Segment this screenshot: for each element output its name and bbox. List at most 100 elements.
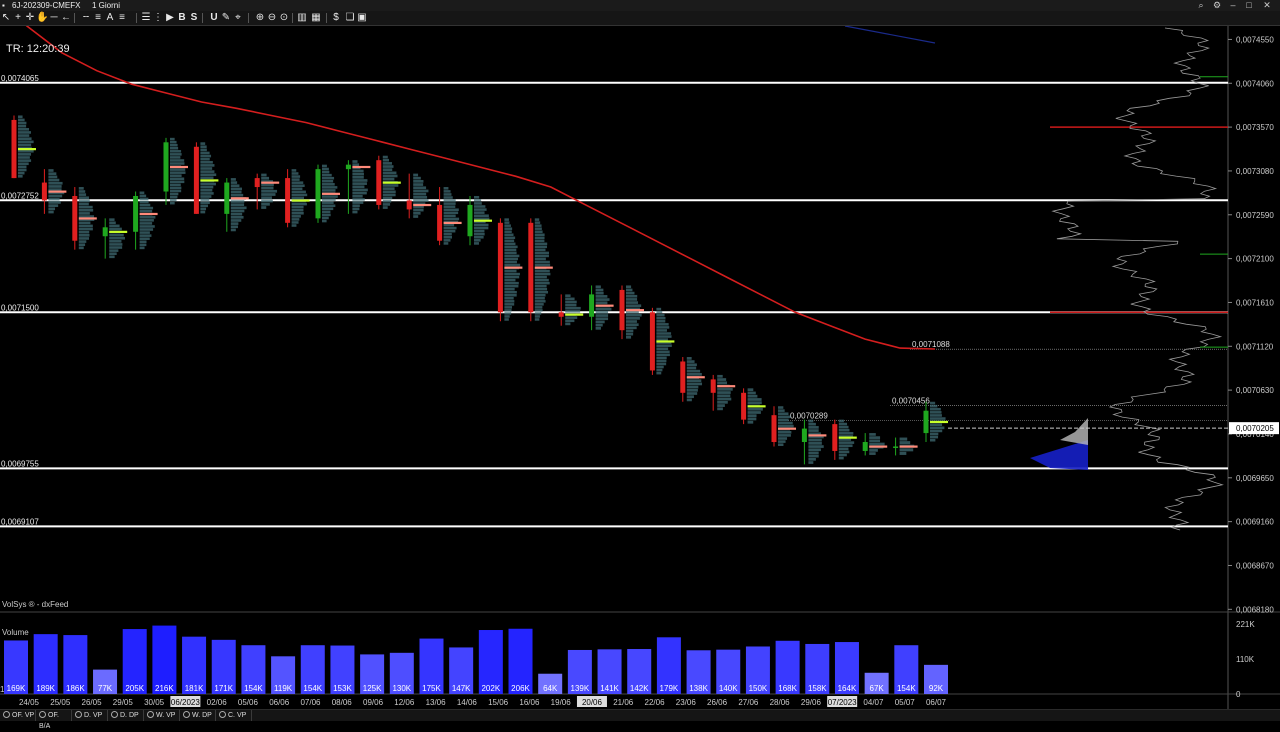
candle-body[interactable] xyxy=(771,415,777,443)
crosshair-icon[interactable]: + xyxy=(15,12,21,23)
bottom-tab-w-vp[interactable]: W. VP xyxy=(144,710,180,721)
bar-chart-icon[interactable]: ▥ xyxy=(297,12,307,23)
candle-body[interactable] xyxy=(923,410,929,434)
volume-bar[interactable] xyxy=(627,649,652,694)
line-icon[interactable]: ─ xyxy=(50,12,58,23)
bottom-tab-d-vp[interactable]: D. VP xyxy=(72,710,108,721)
channel-icon[interactable]: ☰ xyxy=(141,12,151,23)
script-icon[interactable]: ❏ xyxy=(345,12,355,23)
fib-icon[interactable]: ⋮ xyxy=(153,12,163,23)
volume-bar[interactable] xyxy=(63,635,88,694)
arrow-line-icon[interactable]: ← xyxy=(61,12,71,23)
search-icon[interactable]: ⌕ xyxy=(1198,0,1204,10)
candle-body[interactable] xyxy=(801,428,807,443)
timeframe-label[interactable]: 1 Giorni xyxy=(92,1,121,10)
volume-bar[interactable] xyxy=(271,656,296,694)
candle-body[interactable] xyxy=(862,442,868,451)
cursor-icon[interactable]: ↖ xyxy=(1,12,11,23)
candle-body[interactable] xyxy=(72,195,78,241)
candle-body[interactable] xyxy=(193,146,199,214)
candle-body[interactable] xyxy=(589,294,595,317)
candle-body[interactable] xyxy=(832,424,838,451)
candle-body[interactable] xyxy=(528,222,534,313)
candle-body[interactable] xyxy=(619,289,625,331)
candle-body[interactable] xyxy=(467,204,473,237)
candle-body[interactable] xyxy=(41,182,47,201)
candle-body[interactable] xyxy=(376,160,382,205)
candle-body[interactable] xyxy=(163,142,169,192)
candle-body[interactable] xyxy=(285,178,291,223)
candle-body[interactable] xyxy=(649,312,655,371)
volume-bar[interactable] xyxy=(745,646,770,694)
volume-bar[interactable] xyxy=(656,637,681,694)
bottom-tab-c-vp[interactable]: C. VP xyxy=(216,710,252,721)
volume-bar[interactable] xyxy=(805,643,830,694)
calendar-icon[interactable]: ▣ xyxy=(357,12,367,23)
text-icon[interactable]: A xyxy=(106,12,114,23)
candle-body[interactable] xyxy=(224,182,230,214)
volume-bar[interactable] xyxy=(686,650,711,694)
volume-bar[interactable] xyxy=(93,669,118,694)
volume-bar[interactable] xyxy=(567,649,592,694)
zoom-out-icon[interactable]: ⊖ xyxy=(267,12,277,23)
bold-s-icon[interactable]: S xyxy=(190,12,198,23)
draw-icon[interactable]: ⌖ xyxy=(235,12,241,23)
candle-body[interactable] xyxy=(133,195,139,232)
play-icon[interactable]: ▶ xyxy=(166,12,174,23)
volume-bar[interactable] xyxy=(834,642,859,694)
volume-bar[interactable] xyxy=(478,630,503,694)
symbol-label[interactable]: 6J-202309-CMEFX xyxy=(12,1,81,10)
volume-bar[interactable] xyxy=(597,649,622,694)
candle-body[interactable] xyxy=(497,222,503,313)
zoom-icon[interactable]: ⊙ xyxy=(279,12,289,23)
volume-bar[interactable] xyxy=(152,625,177,694)
brush-icon[interactable]: ✎ xyxy=(221,12,231,23)
bottom-tab-w-dp[interactable]: W. DP xyxy=(180,710,216,721)
candle-body[interactable] xyxy=(710,379,716,393)
volume-bar[interactable] xyxy=(924,664,948,694)
volume-bar[interactable] xyxy=(33,634,58,694)
volume-bar[interactable] xyxy=(538,673,563,694)
equal-lines-icon[interactable]: ≡ xyxy=(119,12,125,23)
volume-bar[interactable] xyxy=(508,628,533,694)
volume-bar[interactable] xyxy=(864,672,889,694)
magnet-icon[interactable]: U xyxy=(210,12,218,23)
candle-body[interactable] xyxy=(741,392,747,420)
volume-bar[interactable] xyxy=(389,652,414,694)
candle-body[interactable] xyxy=(315,169,321,219)
volume-bar[interactable] xyxy=(300,645,325,694)
volume-bar[interactable] xyxy=(449,647,474,694)
candle-body[interactable] xyxy=(558,312,564,317)
dollar-icon[interactable]: $ xyxy=(333,12,339,23)
volume-bar[interactable] xyxy=(241,645,266,694)
bold-b-icon[interactable]: B xyxy=(178,12,186,23)
bottom-tab-d-dp[interactable]: D. DP xyxy=(108,710,144,721)
candle-body[interactable] xyxy=(893,446,899,448)
volume-bar[interactable] xyxy=(894,645,919,694)
bottom-tab-of-vp[interactable]: OF. VP xyxy=(0,710,36,721)
settings-icon[interactable]: ⚙ xyxy=(1212,0,1222,10)
multi-line-icon[interactable]: ≡ xyxy=(95,12,101,23)
volume-bar[interactable] xyxy=(419,638,444,694)
volume-bar[interactable] xyxy=(775,640,800,694)
maximize-icon[interactable]: □ xyxy=(1246,0,1252,10)
candle-body[interactable] xyxy=(680,361,686,393)
volume-bar[interactable] xyxy=(716,649,741,694)
hand-pan-icon[interactable]: ✋ xyxy=(36,12,49,23)
volume-bar[interactable] xyxy=(4,640,28,694)
volume-bar[interactable] xyxy=(330,645,355,694)
candle-body[interactable] xyxy=(406,200,412,210)
crosshair-alt-icon[interactable]: ✛ xyxy=(25,12,35,23)
dash-line-icon[interactable]: ╌ xyxy=(82,12,90,23)
zoom-in-icon[interactable]: ⊕ xyxy=(255,12,265,23)
candle-body[interactable] xyxy=(102,227,108,237)
bottom-tab-of-b-a[interactable]: OF. B/A xyxy=(36,710,72,730)
candle-body[interactable] xyxy=(254,178,260,188)
close-icon[interactable]: ✕ xyxy=(1263,0,1271,10)
volume-bar[interactable] xyxy=(211,639,236,694)
candle-body[interactable] xyxy=(345,164,351,170)
volume-bar[interactable] xyxy=(360,654,385,694)
minimize-icon[interactable]: – xyxy=(1230,0,1236,10)
candle-body[interactable] xyxy=(437,204,443,241)
